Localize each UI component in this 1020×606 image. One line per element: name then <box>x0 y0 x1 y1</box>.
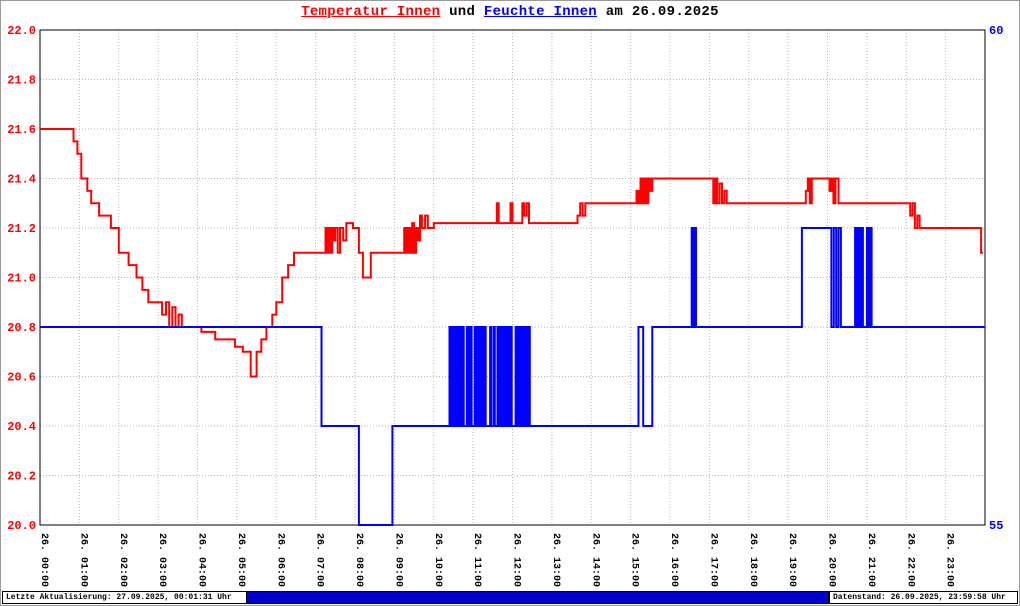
y-left-tick-label: 20.4 <box>7 420 36 434</box>
title-humidity-label: Feuchte Innen <box>483 4 598 20</box>
x-axis-tick-label: 26. 13:00 <box>550 533 561 587</box>
x-axis-tick-label: 26. 07:00 <box>314 533 325 587</box>
x-axis-tick-label: 26. 15:00 <box>629 533 640 587</box>
x-axis-tick-label: 26. 02:00 <box>117 533 128 587</box>
x-axis-tick-label: 26. 23:00 <box>944 533 955 587</box>
title-separator: und <box>440 4 484 20</box>
chart-title: Temperatur Innen und Feuchte Innen am 26… <box>0 4 1020 20</box>
y-left-tick-label: 22.0 <box>7 24 36 38</box>
x-axis-tick-label: 26. 11:00 <box>471 533 482 587</box>
y-left-tick-label: 21.8 <box>7 74 36 88</box>
y-left-tick-label: 21.0 <box>7 272 36 286</box>
x-axis-tick-label: 26. 06:00 <box>274 533 285 587</box>
data-status-label: Datenstand: 26.09.2025, 23:59:58 Uhr <box>829 591 1018 604</box>
title-temperature-label: Temperatur Innen <box>301 4 441 20</box>
x-axis-tick-label: 26. 09:00 <box>392 533 403 587</box>
x-axis-tick-label: 26. 03:00 <box>156 533 167 587</box>
feuchte-innen-line <box>40 227 985 526</box>
y-left-tick-label: 20.2 <box>7 470 36 484</box>
footer-bar <box>246 591 829 604</box>
x-axis-tick-label: 26. 12:00 <box>511 533 522 587</box>
y-left-tick-label: 21.2 <box>7 222 36 236</box>
x-axis-tick-label: 26. 01:00 <box>77 533 88 587</box>
x-axis-tick-label: 26. 05:00 <box>235 533 246 587</box>
y-left-tick-label: 21.4 <box>7 173 36 187</box>
x-axis-tick-label: 26. 14:00 <box>589 533 600 587</box>
x-axis-tick-label: 26. 16:00 <box>668 533 679 587</box>
x-axis-tick-label: 26. 18:00 <box>747 533 758 587</box>
x-axis-tick-label: 26. 08:00 <box>353 533 364 587</box>
y-right-tick-label: 55 <box>989 519 1003 533</box>
x-axis-tick-label: 26. 22:00 <box>904 533 915 587</box>
x-axis-tick-label: 26. 17:00 <box>707 533 718 587</box>
x-axis-tick-label: 26. 21:00 <box>865 533 876 587</box>
x-axis-tick-label: 26. 04:00 <box>196 533 207 587</box>
y-left-tick-label: 20.6 <box>7 371 36 385</box>
last-update-label: Letzte Aktualisierung: 27.09.2025, 00:01… <box>2 591 247 604</box>
x-axis-tick-label: 26. 10:00 <box>432 533 443 587</box>
y-left-tick-label: 20.8 <box>7 321 36 335</box>
x-axis-tick-label: 26. 19:00 <box>786 533 797 587</box>
y-right-tick-label: 60 <box>989 24 1003 38</box>
x-axis-tick-label: 26. 20:00 <box>826 533 837 587</box>
title-date-suffix: am 26.09.2025 <box>597 4 719 20</box>
plot-border <box>39 29 986 526</box>
y-left-tick-label: 20.0 <box>7 519 36 533</box>
y-left-tick-label: 21.6 <box>7 123 36 137</box>
plot-svg: 22.0 21.8 21.6 21.4 21.2 21.0 20.8 20.6 20.4 20.2… <box>7 24 1003 587</box>
x-axis-tick-label: 26. 00:00 <box>38 533 49 587</box>
